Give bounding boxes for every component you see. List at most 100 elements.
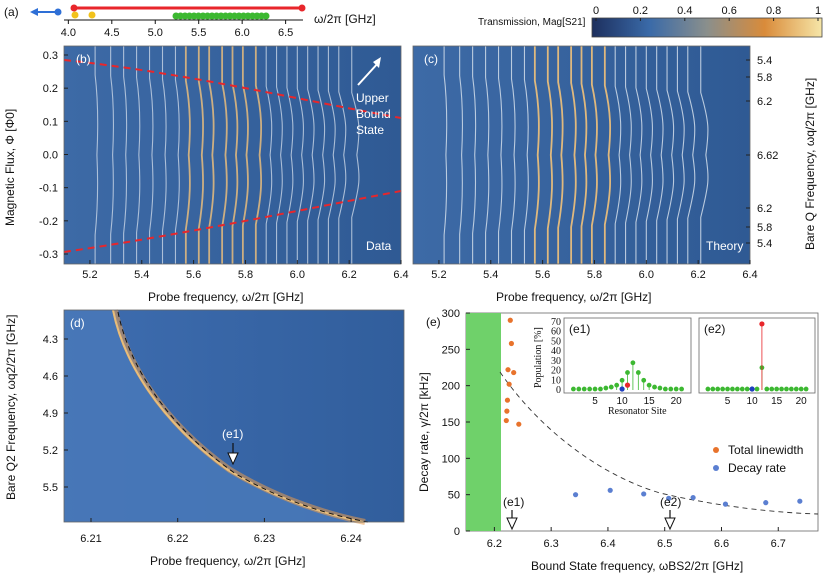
resonance-line [533,46,540,264]
panel-d-y-label: Bare Q2 Frequency, ωq2/2π [GHz] [4,314,18,500]
panel-b-upper-dashed [63,59,402,119]
panel-c: (c) Theory 5.2 5.4 5.6 5.8 6.0 6.2 6.4 5.4 5.8 6… [412,45,817,304]
panel-c-x-tick-label: 6.0 [639,269,654,281]
panel-c-label: (c) [424,52,438,66]
inset-point [581,386,587,392]
panel-e-x-tick-label: 6.5 [657,538,672,550]
panel-a-tick-label: 4.5 [104,27,119,39]
inset-point [730,386,735,392]
panel-a-yellow-dot-2 [88,11,96,19]
decay-rate-point [797,498,803,504]
resonance-line [317,46,326,264]
panel-a-tick-label: 5.0 [148,27,163,39]
panel-d-x-tick-label: 6.22 [167,533,188,545]
panel-d-y-tick-label: 5.5 [43,482,58,494]
panel-c-x-tick-label: 5.2 [431,269,446,281]
resonance-line [123,46,128,264]
panel-c-right-tick-label: 6.2 [757,203,772,215]
inset-point [571,386,576,392]
panel-d: (d) (e1) 4.34.64.95.25.5 6.21 6.22 6.23 6.2… [4,309,405,568]
panel-d-frame [63,309,405,523]
legend-decay-label: Decay rate [728,461,786,475]
panel-b-resonance-lines [94,46,360,264]
colorbar-tick-label: 0.6 [722,5,737,17]
resonance-line [472,46,477,264]
resonance-line [497,46,503,264]
panel-d-marker-arrowhead [227,452,239,466]
inset-point [710,386,716,392]
panel-e-marker-e1-head [506,517,518,531]
resonance-line [221,46,228,264]
inset-y-tick-label: 20 [551,366,561,377]
panel-e-x-tick-label: 6.7 [771,538,786,550]
inset-y-tick-label: 70 [551,317,561,328]
legend-decay-swatch [713,465,719,471]
panel-e-y-tick-label: 300 [442,308,460,320]
panel-a-tick-label: 6.0 [235,27,250,39]
total-linewidth-point [507,317,513,323]
panel-b-x-tick-label: 6.4 [393,269,408,281]
inset-point [603,385,609,391]
resonance-line [197,46,204,264]
panel-d-y-tick-label: 5.2 [43,445,58,457]
inset-point [774,386,780,392]
resonance-line [614,46,622,264]
inset-x-label: Resonator Site [608,406,667,417]
panel-a-tick-label: 6.5 [278,27,293,39]
panel-a-blue-arrow [30,8,38,16]
total-linewidth-point [504,397,511,403]
total-linewidth-point [503,417,509,424]
panel-b-x-tick-label: 6.0 [290,269,305,281]
resonance-line [510,46,516,264]
panel-e-y-tick-label: 0 [454,526,460,538]
panel-e-x-tick-label: 6.4 [600,538,615,550]
panel-e-marker-e2-head [664,517,676,531]
inset-x-tick-label: 15 [644,396,656,407]
resonance-line [208,46,215,264]
panel-b-y-tick-label: -0.1 [39,183,58,195]
inset-x-tick-label: 5 [592,396,598,407]
panel-b-y-tick-label: -0.2 [39,216,58,228]
resonance-line [687,46,696,264]
panel-d-x-tick-label: 6.21 [80,533,101,545]
panel-b-annotation-line1: Upper [356,91,389,105]
panel-c-x-tick-label: 6.2 [691,269,706,281]
inset-x-tick-label: 20 [671,396,683,407]
panel-b-annotation-line3: State [356,123,384,137]
inset-y-label: Population [%] [533,327,544,388]
panel-d-dashed-fit [117,311,369,523]
inset-point [576,386,582,392]
inset-point [788,386,794,392]
inset-point [641,377,647,383]
resonance-line [286,46,294,264]
total-linewidth-point [508,340,515,347]
panel-e-y-tick-label: 250 [442,344,460,356]
inset-e2-frame [698,317,816,394]
inset-point [764,386,770,392]
resonance-line [296,46,304,264]
inset-point [784,386,789,392]
resonance-line [546,46,553,264]
panel-c-resonance-lines [443,46,709,264]
panel-b-x-tick-label: 5.6 [186,269,201,281]
panel-b-x-tick-label: 5.8 [238,269,253,281]
panel-d-y-tick-label: 4.9 [43,408,58,420]
panel-c-x-tick-label: 5.8 [587,269,602,281]
inset-highlight-point [624,382,631,388]
panel-e-x-tick-label: 6.3 [544,538,559,550]
decay-rate-point [666,495,672,501]
resonance-line [666,46,675,264]
inset-point [734,386,740,392]
resonance-line [276,46,283,264]
panel-b-y-tick-label: 0.0 [43,150,58,162]
panel-e-y-tick-label: 200 [442,381,460,393]
resonance-line [570,46,577,264]
panel-c-x-label: Probe frequency, ω/2π [GHz] [496,290,652,304]
panel-c-x-tick-label: 5.6 [535,269,550,281]
resonance-line [184,46,191,264]
inset-point [614,382,620,388]
panel-d-x-tick-label: 6.24 [340,533,361,545]
inset-point [754,386,760,392]
panel-c-right-label: Bare Q Frequency, ωq/2π [GHz] [803,78,817,250]
